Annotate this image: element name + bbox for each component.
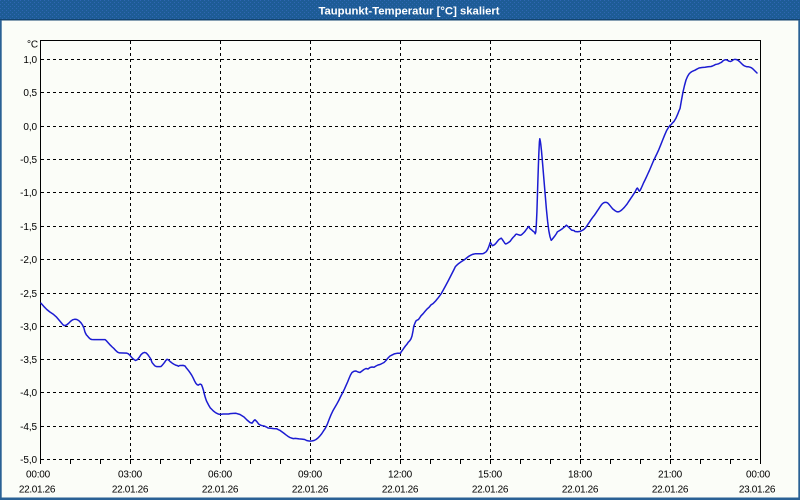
svg-text:22.01.26: 22.01.26 [112, 484, 149, 495]
svg-text:00:00: 00:00 [746, 470, 771, 481]
svg-text:22.01.26: 22.01.26 [19, 484, 56, 495]
svg-text:00:00: 00:00 [26, 470, 51, 481]
svg-text:23.01.26: 23.01.26 [739, 484, 776, 495]
svg-text:09:00: 09:00 [298, 470, 323, 481]
svg-text:-4,5: -4,5 [20, 422, 37, 433]
svg-text:22.01.26: 22.01.26 [292, 484, 329, 495]
svg-text:22.01.26: 22.01.26 [202, 484, 239, 495]
svg-text:15:00: 15:00 [478, 470, 503, 481]
svg-text:0,0: 0,0 [23, 122, 37, 133]
svg-text:12:00: 12:00 [388, 470, 413, 481]
svg-text:1,0: 1,0 [23, 55, 37, 66]
svg-text:0,5: 0,5 [23, 88, 37, 99]
svg-text:18:00: 18:00 [568, 470, 593, 481]
svg-text:03:00: 03:00 [118, 470, 143, 481]
svg-text:22.01.26: 22.01.26 [382, 484, 419, 495]
svg-text:-3,5: -3,5 [20, 355, 37, 366]
svg-text:-2,5: -2,5 [20, 289, 37, 300]
svg-text:-1,5: -1,5 [20, 222, 37, 233]
svg-text:21:00: 21:00 [658, 470, 683, 481]
svg-text:-2,0: -2,0 [20, 255, 37, 266]
svg-text:22.01.26: 22.01.26 [652, 484, 689, 495]
svg-text:-1,0: -1,0 [20, 188, 37, 199]
svg-text:-0,5: -0,5 [20, 155, 37, 166]
svg-text:°C: °C [27, 40, 38, 51]
svg-text:06:00: 06:00 [208, 470, 233, 481]
svg-text:-3,0: -3,0 [20, 322, 37, 333]
svg-text:-5,0: -5,0 [20, 455, 37, 466]
svg-text:22.01.26: 22.01.26 [472, 484, 509, 495]
svg-text:-4,0: -4,0 [20, 388, 37, 399]
svg-text:22.01.26: 22.01.26 [562, 484, 599, 495]
svg-text:Taupunkt-Temperatur [°C] skali: Taupunkt-Temperatur [°C] skaliert [318, 6, 499, 18]
